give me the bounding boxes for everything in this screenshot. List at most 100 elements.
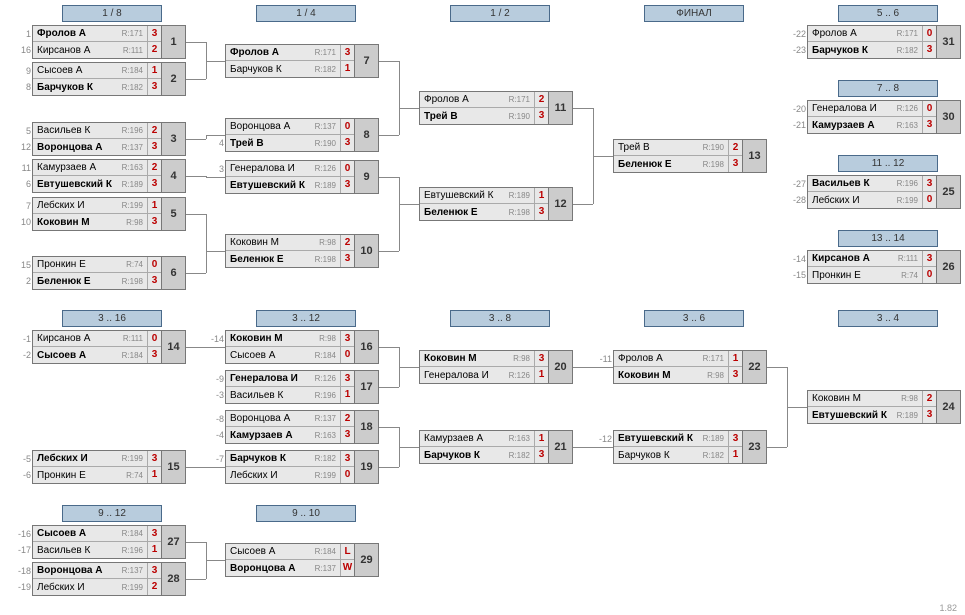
- connector-line: [186, 214, 206, 215]
- round-header: 3 .. 16: [62, 310, 162, 327]
- match-row: 5Васильев КR:1962: [33, 123, 161, 139]
- rating: R:189: [310, 181, 340, 190]
- round-header: 3 .. 8: [450, 310, 550, 327]
- player-name: Кирсанов А: [33, 333, 117, 344]
- player-name: Сысоев А: [226, 350, 310, 361]
- connector-line: [186, 579, 206, 580]
- connector-line: [379, 177, 399, 178]
- connector-line: [399, 204, 400, 251]
- player-name: Воронцова А: [226, 563, 310, 574]
- player-name: Барчуков К: [420, 450, 504, 461]
- seed: -1: [13, 334, 31, 344]
- score: 0: [922, 26, 936, 41]
- match-box: 11Камурзаев АR:16326Евтушевский КR:1893: [32, 159, 162, 193]
- match-row: Коковин МR:983: [420, 351, 548, 367]
- connector-line: [186, 79, 206, 80]
- round-header: 9 .. 12: [62, 505, 162, 522]
- match: Коковин МR:982Беленюк ЕR:198310: [225, 234, 379, 268]
- score: 2: [147, 579, 161, 595]
- match-row: -16Сысоев АR:1843: [33, 526, 161, 542]
- score: 3: [340, 45, 354, 60]
- match-number: 15: [162, 450, 186, 484]
- player-name: Беленюк Е: [33, 276, 117, 287]
- match: Евтушевский КR:1891Беленюк ЕR:198312: [419, 187, 573, 221]
- match-box: -5Лебских ИR:1993-6Пронкин ЕR:741: [32, 450, 162, 484]
- rating: R:198: [310, 255, 340, 264]
- score: 1: [728, 447, 742, 463]
- score: 3: [922, 407, 936, 423]
- player-name: Воронцова А: [226, 121, 310, 132]
- match-number: 13: [743, 139, 767, 173]
- seed: -11: [594, 354, 612, 364]
- rating: R:199: [117, 201, 147, 210]
- match: -12Евтушевский КR:1893Барчуков КR:182123: [613, 430, 767, 464]
- match: -16Сысоев АR:1843-17Васильев КR:196127: [32, 525, 186, 559]
- match: -9Генералова ИR:1263-3Васильев КR:196117: [225, 370, 379, 404]
- rating: R:199: [310, 471, 340, 480]
- connector-line: [379, 387, 399, 388]
- rating: R:184: [310, 547, 340, 556]
- match-row: Лебских ИR:1990: [226, 467, 354, 483]
- score: 0: [147, 331, 161, 346]
- score: 3: [147, 273, 161, 289]
- match-box: Коковин МR:983Генералова ИR:1261: [419, 350, 549, 384]
- connector-line: [399, 177, 400, 204]
- player-name: Коковин М: [226, 237, 310, 248]
- player-name: Воронцова А: [226, 413, 310, 424]
- rating: R:189: [892, 411, 922, 420]
- match-row: 10Коковин МR:983: [33, 214, 161, 230]
- rating: R:198: [698, 160, 728, 169]
- score: 1: [534, 431, 548, 446]
- match-box: 1Фролов АR:171316Кирсанов АR:1112: [32, 25, 162, 59]
- score: 3: [534, 108, 548, 124]
- player-name: Камурзаев А: [808, 120, 892, 131]
- score: 3: [340, 177, 354, 193]
- player-name: Евтушевский К: [33, 179, 117, 190]
- connector-line: [206, 135, 226, 136]
- round-header: 3 .. 4: [838, 310, 938, 327]
- player-name: Барчуков К: [33, 82, 117, 93]
- player-name: Сысоев А: [226, 546, 310, 557]
- seed: 6: [13, 179, 31, 189]
- connector-line: [399, 367, 419, 368]
- seed: -2: [13, 350, 31, 360]
- match-row: -22Фролов АR:1710: [808, 26, 936, 42]
- match-row: Трей ВR:1902: [614, 140, 742, 156]
- connector-line: [787, 407, 788, 447]
- seed: -5: [13, 454, 31, 464]
- match-number: 22: [743, 350, 767, 384]
- match-number: 24: [937, 390, 961, 424]
- seed: 3: [206, 164, 224, 174]
- seed: -15: [788, 270, 806, 280]
- match-row: 8Барчуков КR:1823: [33, 79, 161, 95]
- rating: R:171: [504, 95, 534, 104]
- match-box: 3Генералова ИR:1260Евтушевский КR:1893: [225, 160, 355, 194]
- match-row: 1Фролов АR:1713: [33, 26, 161, 42]
- connector-line: [206, 251, 226, 252]
- match-row: -12Евтушевский КR:1893: [614, 431, 742, 447]
- connector-line: [379, 347, 399, 348]
- player-name: Барчуков К: [226, 64, 310, 75]
- connector-line: [206, 347, 226, 348]
- match-row: Воронцова АR:1370: [226, 119, 354, 135]
- rating: R:190: [698, 143, 728, 152]
- seed: 5: [13, 126, 31, 136]
- match-row: -9Генералова ИR:1263: [226, 371, 354, 387]
- seed: 15: [13, 260, 31, 270]
- match-box: -11Фролов АR:1711Коковин МR:983: [613, 350, 743, 384]
- round-header: 5 .. 6: [838, 5, 938, 22]
- connector-line: [379, 251, 399, 252]
- player-name: Лебских И: [808, 195, 892, 206]
- match-box: Фролов АR:1713Барчуков КR:1821: [225, 44, 355, 78]
- connector-line: [206, 251, 207, 273]
- score: 2: [340, 235, 354, 250]
- player-name: Фролов А: [420, 94, 504, 105]
- score: 2: [340, 411, 354, 426]
- rating: R:182: [117, 83, 147, 92]
- rating: R:111: [117, 46, 147, 55]
- match-number: 18: [355, 410, 379, 444]
- seed: 10: [13, 217, 31, 227]
- score: 3: [340, 427, 354, 443]
- rating: R:163: [892, 121, 922, 130]
- seed: 2: [13, 276, 31, 286]
